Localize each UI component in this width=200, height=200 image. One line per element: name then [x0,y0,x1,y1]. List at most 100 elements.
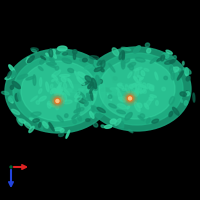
Ellipse shape [96,75,100,85]
Ellipse shape [71,87,80,94]
Ellipse shape [125,88,130,91]
Ellipse shape [130,86,139,93]
Ellipse shape [82,85,95,96]
Ellipse shape [89,86,93,93]
Ellipse shape [117,83,122,86]
Ellipse shape [94,67,102,72]
Ellipse shape [120,87,127,91]
Ellipse shape [91,53,183,125]
Ellipse shape [62,52,67,55]
Ellipse shape [78,108,84,111]
Ellipse shape [171,71,174,80]
Ellipse shape [147,84,154,91]
Ellipse shape [63,85,76,96]
Ellipse shape [62,93,67,101]
Ellipse shape [74,85,87,96]
Point [128,97,132,100]
Ellipse shape [134,76,138,82]
Ellipse shape [176,69,181,72]
Ellipse shape [63,83,67,89]
Ellipse shape [106,84,119,95]
Ellipse shape [180,92,186,96]
Ellipse shape [125,85,129,93]
Ellipse shape [29,126,34,133]
Ellipse shape [90,82,94,86]
Ellipse shape [31,112,41,116]
Ellipse shape [114,86,123,93]
Ellipse shape [77,103,80,114]
Ellipse shape [122,88,126,90]
Ellipse shape [13,71,15,74]
Ellipse shape [93,87,98,90]
Ellipse shape [134,102,140,112]
Ellipse shape [60,87,69,94]
Ellipse shape [171,109,176,112]
Ellipse shape [110,119,116,124]
Ellipse shape [55,86,61,91]
Ellipse shape [36,101,40,104]
Ellipse shape [173,56,176,59]
Ellipse shape [116,88,119,91]
Ellipse shape [101,125,105,128]
Ellipse shape [112,48,119,56]
Ellipse shape [134,69,139,79]
Ellipse shape [100,86,109,93]
Ellipse shape [50,49,55,54]
Ellipse shape [83,95,92,102]
Ellipse shape [104,125,112,128]
Ellipse shape [152,119,159,123]
Ellipse shape [138,75,142,79]
Ellipse shape [82,81,89,85]
Ellipse shape [99,79,102,83]
Ellipse shape [149,85,154,89]
Ellipse shape [134,89,142,93]
Ellipse shape [168,56,173,62]
Ellipse shape [170,59,175,63]
Ellipse shape [84,88,93,92]
Ellipse shape [27,57,31,61]
Ellipse shape [98,86,107,93]
Ellipse shape [144,68,149,71]
Ellipse shape [146,118,150,123]
Ellipse shape [62,58,72,63]
Ellipse shape [87,85,100,96]
Ellipse shape [53,128,63,131]
Ellipse shape [26,60,29,63]
Ellipse shape [5,49,113,133]
Ellipse shape [134,67,142,71]
Ellipse shape [157,58,162,61]
Ellipse shape [167,54,172,58]
Ellipse shape [12,69,14,78]
Ellipse shape [84,65,92,69]
Ellipse shape [46,53,49,56]
Ellipse shape [90,112,94,115]
Ellipse shape [60,52,67,56]
Ellipse shape [129,84,133,89]
Ellipse shape [52,70,61,77]
Ellipse shape [121,61,124,67]
Ellipse shape [181,99,183,102]
Ellipse shape [58,89,64,92]
Ellipse shape [128,72,132,78]
Ellipse shape [108,86,117,93]
Ellipse shape [94,60,98,69]
Ellipse shape [73,120,76,124]
Ellipse shape [79,85,92,96]
Ellipse shape [92,78,97,89]
Ellipse shape [140,90,146,94]
Ellipse shape [90,85,103,96]
Ellipse shape [9,65,15,72]
Ellipse shape [75,71,79,79]
Ellipse shape [132,82,140,86]
Ellipse shape [101,60,105,68]
Ellipse shape [54,90,57,95]
Ellipse shape [12,81,20,89]
Ellipse shape [119,123,123,128]
Ellipse shape [93,123,98,127]
Ellipse shape [117,84,130,95]
Ellipse shape [54,88,64,95]
Ellipse shape [53,100,60,103]
Ellipse shape [106,86,115,93]
Ellipse shape [85,85,98,96]
Ellipse shape [114,84,127,95]
